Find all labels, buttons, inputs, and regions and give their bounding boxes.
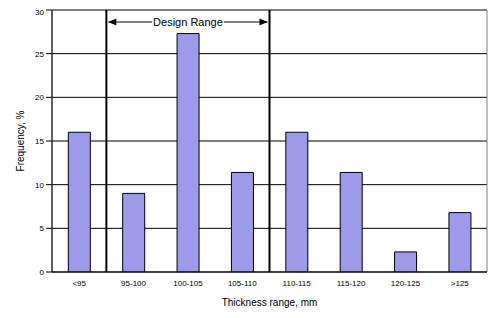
svg-text:115-120: 115-120: [337, 279, 366, 288]
svg-text:>125: >125: [451, 279, 470, 288]
svg-text:10: 10: [35, 181, 44, 190]
svg-text:105-110: 105-110: [228, 279, 257, 288]
svg-text:110-115: 110-115: [283, 279, 312, 288]
svg-text:<95: <95: [72, 279, 86, 288]
svg-text:25: 25: [35, 50, 44, 59]
svg-text:Frequency, %: Frequency, %: [15, 110, 26, 171]
svg-text:95-100: 95-100: [121, 279, 146, 288]
svg-text:15: 15: [35, 137, 44, 146]
svg-text:Thickness range, mm: Thickness range, mm: [222, 297, 318, 308]
svg-text:20: 20: [35, 93, 44, 102]
svg-text:5: 5: [40, 224, 45, 233]
svg-text:30: 30: [35, 8, 44, 17]
svg-text:0: 0: [40, 268, 45, 277]
svg-text:120-125: 120-125: [391, 279, 421, 288]
svg-text:100-105: 100-105: [173, 279, 203, 288]
svg-text:Design Range: Design Range: [153, 16, 223, 28]
